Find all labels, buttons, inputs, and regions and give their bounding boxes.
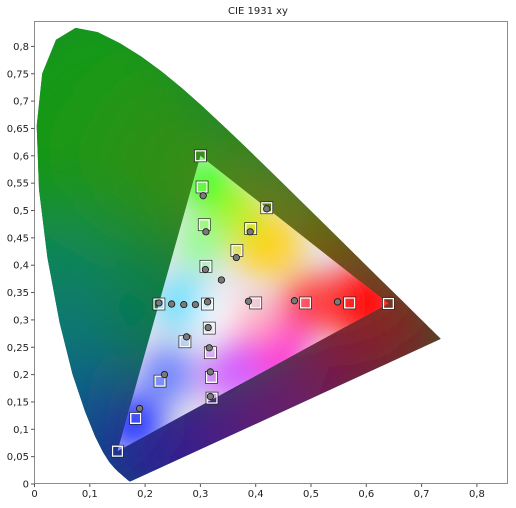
- x-tick-label: 0,1: [82, 489, 98, 500]
- measured-circle-marker: [334, 299, 340, 305]
- y-tick-label: 0,35: [7, 288, 29, 299]
- measured-circle-marker: [192, 301, 198, 307]
- measured-circle-marker: [203, 229, 209, 235]
- measured-circle-marker: [200, 193, 206, 199]
- y-tick-label: 0,55: [7, 179, 29, 190]
- y-tick-label: 0,65: [7, 124, 29, 135]
- measured-circle-marker: [202, 266, 208, 272]
- y-tick-label: 0,5: [13, 206, 29, 217]
- y-tick-label: 0,45: [7, 233, 29, 244]
- x-tick-label: 0,6: [358, 489, 374, 500]
- x-tick-label: 0,7: [414, 489, 430, 500]
- measured-circle-marker: [205, 324, 211, 330]
- measured-circle-marker: [168, 301, 174, 307]
- x-tick-label: 0: [31, 489, 37, 500]
- measured-circle-marker: [247, 229, 253, 235]
- measured-circle-marker: [204, 299, 210, 305]
- measured-circle-marker: [207, 369, 213, 375]
- measured-circle-marker: [183, 334, 189, 340]
- measured-circle-marker: [233, 254, 239, 260]
- x-tick-label: 0,3: [192, 489, 208, 500]
- measured-circle-marker: [291, 298, 297, 304]
- y-tick-label: 0,1: [13, 425, 29, 436]
- measured-circle-marker: [181, 301, 187, 307]
- y-tick-label: 0,8: [13, 42, 29, 53]
- x-tick-label: 0,2: [137, 489, 153, 500]
- chart-title: CIE 1931 xy: [228, 6, 288, 17]
- y-tick-label: 0,75: [7, 69, 29, 80]
- y-tick-label: 0,05: [7, 452, 29, 463]
- measured-circle-marker: [156, 300, 162, 306]
- y-tick-label: 0,4: [13, 261, 29, 272]
- measured-circle-marker: [207, 393, 213, 399]
- measured-circle-marker: [206, 345, 212, 351]
- x-tick-label: 0,5: [303, 489, 319, 500]
- y-tick-label: 0,7: [13, 97, 29, 108]
- measured-circle-marker: [218, 277, 224, 283]
- x-tick-label: 0,4: [248, 489, 264, 500]
- y-tick-label: 0,15: [7, 397, 29, 408]
- measured-circle-marker: [161, 371, 167, 377]
- y-tick-label: 0,6: [13, 151, 29, 162]
- measured-circle-marker: [136, 405, 142, 411]
- x-tick-label: 0,8: [469, 489, 485, 500]
- measured-circle-marker: [264, 206, 270, 212]
- measured-circle-marker: [245, 298, 251, 304]
- y-tick-label: 0,3: [13, 315, 29, 326]
- y-tick-label: 0: [23, 480, 29, 491]
- y-tick-label: 0,25: [7, 343, 29, 354]
- y-tick-label: 0,2: [13, 370, 29, 381]
